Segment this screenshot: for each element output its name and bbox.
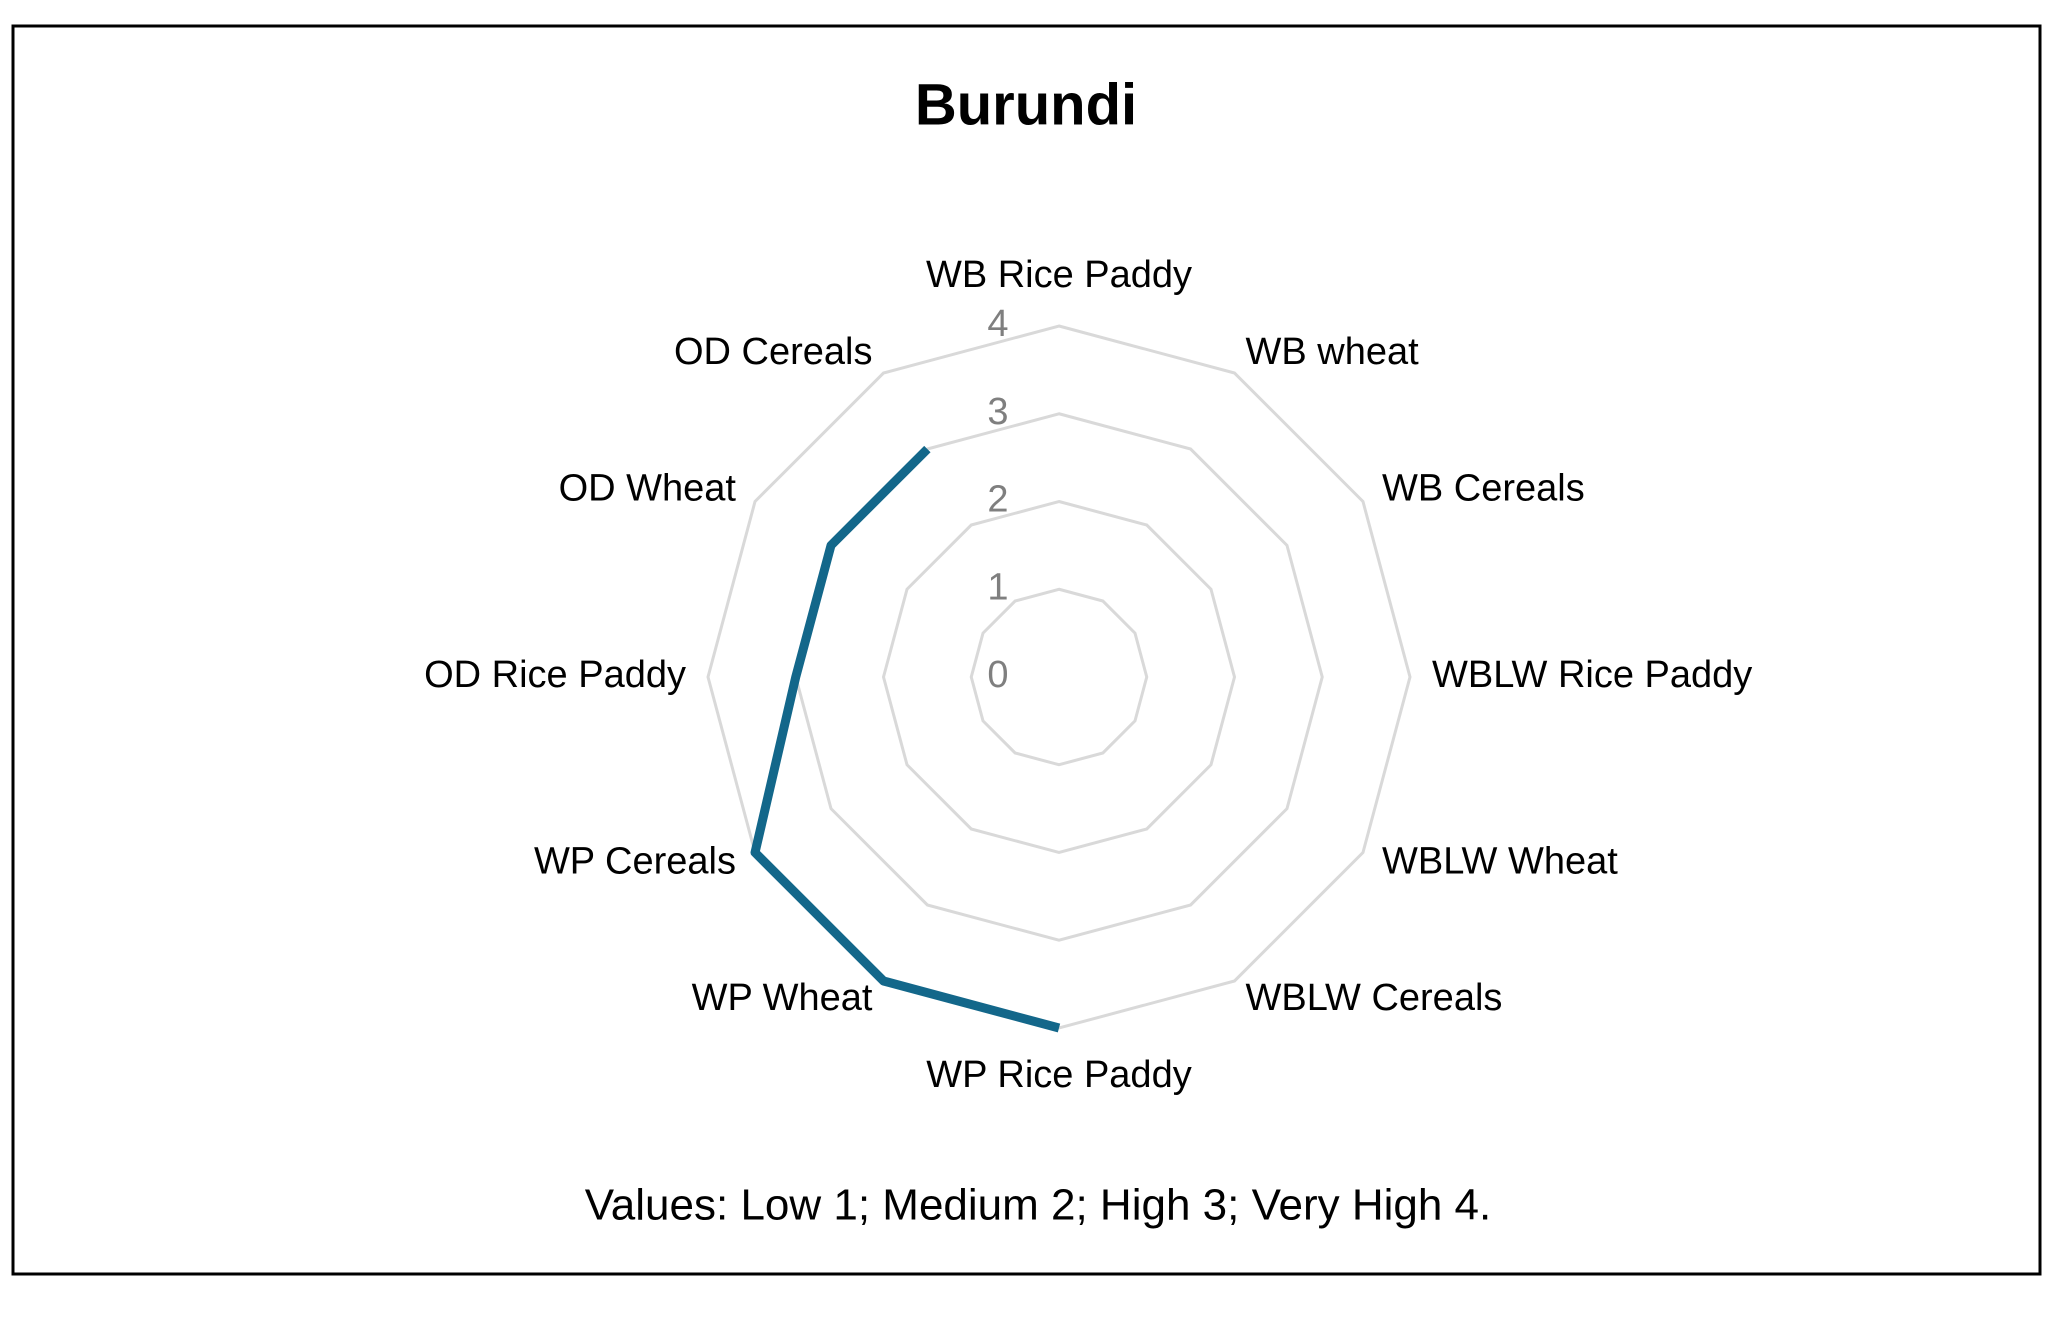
category-label: WBLW Cereals bbox=[1246, 977, 1503, 1019]
category-label: WP Cereals bbox=[534, 841, 736, 883]
tick-label: 4 bbox=[987, 303, 1008, 345]
category-label: WB wheat bbox=[1246, 331, 1420, 373]
category-label: WP Wheat bbox=[692, 977, 873, 1019]
annotation: Values: Low 1; Medium 2; High 3; Very Hi… bbox=[585, 1181, 1492, 1230]
category-label: WBLW Rice Paddy bbox=[1432, 654, 1752, 696]
category-label: OD Cereals bbox=[674, 331, 873, 373]
tick-label: 2 bbox=[987, 479, 1008, 521]
chart-title: Burundi bbox=[915, 72, 1137, 137]
category-label: OD Rice Paddy bbox=[424, 654, 686, 696]
data-line bbox=[750, 445, 1061, 1033]
grid-ring bbox=[881, 499, 1237, 855]
category-label: WB Cereals bbox=[1382, 468, 1585, 510]
tick-label: 1 bbox=[987, 566, 1008, 608]
chart-border bbox=[11, 24, 2042, 1276]
tick-label: 3 bbox=[987, 391, 1008, 433]
tick-label: 0 bbox=[987, 654, 1008, 696]
category-label: OD Wheat bbox=[559, 468, 737, 510]
category-label: WBLW Wheat bbox=[1382, 841, 1618, 883]
category-label: WB Rice Paddy bbox=[926, 254, 1192, 296]
grid-ring bbox=[969, 587, 1149, 767]
category-label: WP Rice Paddy bbox=[926, 1054, 1191, 1096]
